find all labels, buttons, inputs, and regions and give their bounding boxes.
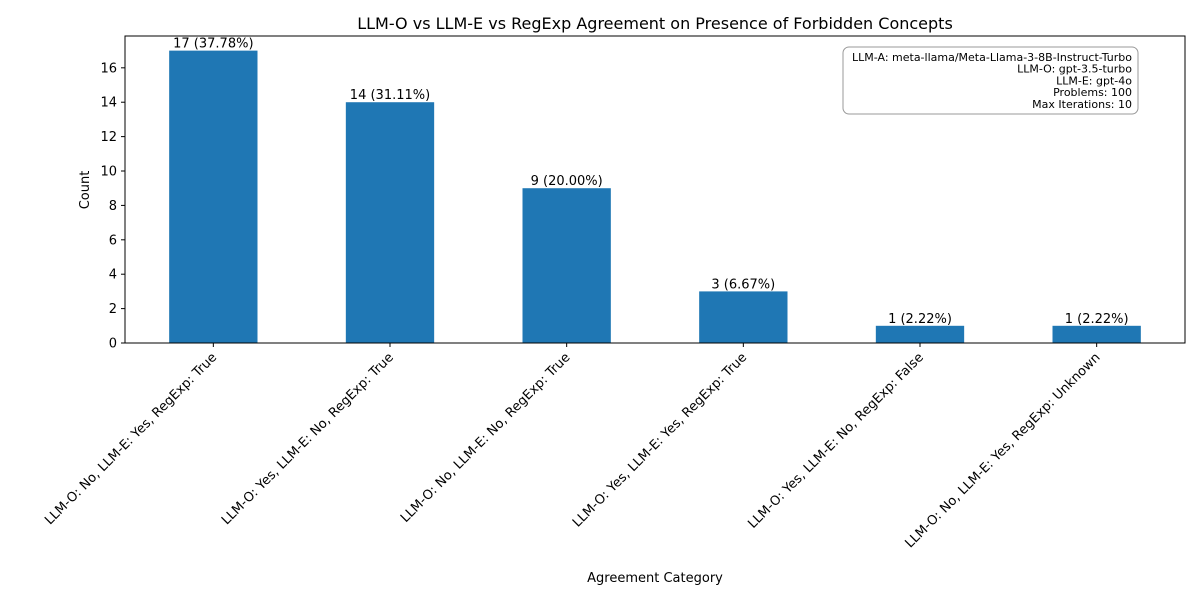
bar-value-label-3: 3 (6.67%) bbox=[711, 277, 775, 292]
info-box-line-3: Problems: 100 bbox=[1053, 86, 1132, 99]
bar-4 bbox=[875, 325, 965, 343]
y-tick-label-4: 8 bbox=[109, 199, 117, 214]
info-box-line-2: LLM-E: gpt-4o bbox=[1056, 74, 1132, 87]
y-tick-label-5: 10 bbox=[100, 165, 117, 180]
bar-0 bbox=[169, 50, 258, 344]
chart-title: LLM-O vs LLM-E vs RegExp Agreement on Pr… bbox=[357, 14, 953, 33]
info-box-line-1: LLM-O: gpt-3.5-turbo bbox=[1017, 63, 1132, 76]
bar-1 bbox=[345, 102, 435, 343]
bar-2 bbox=[522, 188, 611, 343]
y-tick-label-1: 2 bbox=[109, 302, 117, 317]
y-axis-label: Count bbox=[78, 171, 93, 210]
bar-value-label-0: 17 (37.78%) bbox=[173, 37, 253, 52]
y-tick-label-0: 0 bbox=[109, 337, 117, 352]
bar-labels-group: 17 (37.78%) 14 (31.11%) 9 (20.00%) 3 (6.67%… bbox=[173, 37, 1128, 327]
y-tick-label-3: 6 bbox=[109, 233, 117, 248]
y-tick-label-6: 12 bbox=[100, 130, 117, 145]
y-tick-label-8: 16 bbox=[100, 61, 117, 76]
info-box: LLM-A: meta-llama/Meta-Llama-3-8B-Instru… bbox=[842, 46, 1139, 115]
bar-5 bbox=[1052, 325, 1141, 343]
info-box-line-4: Max Iterations: 10 bbox=[1032, 98, 1132, 111]
bar-value-label-4: 1 (2.22%) bbox=[888, 312, 952, 327]
y-tick-label-2: 4 bbox=[109, 268, 117, 283]
y-axis: 0 2 4 6 8 10 12 14 16 bbox=[100, 61, 125, 352]
bar-3 bbox=[699, 291, 788, 343]
bar-value-label-1: 14 (31.11%) bbox=[350, 88, 430, 103]
y-tick-label-7: 14 bbox=[100, 96, 117, 111]
plot-frame bbox=[124, 35, 1186, 344]
info-box-frame bbox=[842, 46, 1139, 115]
bar-value-label-2: 9 (20.00%) bbox=[531, 174, 603, 189]
x-axis-label: Agreement Category bbox=[587, 571, 723, 586]
info-box-line-0: LLM-A: meta-llama/Meta-Llama-3-8B-Instru… bbox=[852, 51, 1132, 64]
bars-group bbox=[169, 50, 1141, 344]
bar-value-label-5: 1 (2.22%) bbox=[1065, 312, 1129, 327]
